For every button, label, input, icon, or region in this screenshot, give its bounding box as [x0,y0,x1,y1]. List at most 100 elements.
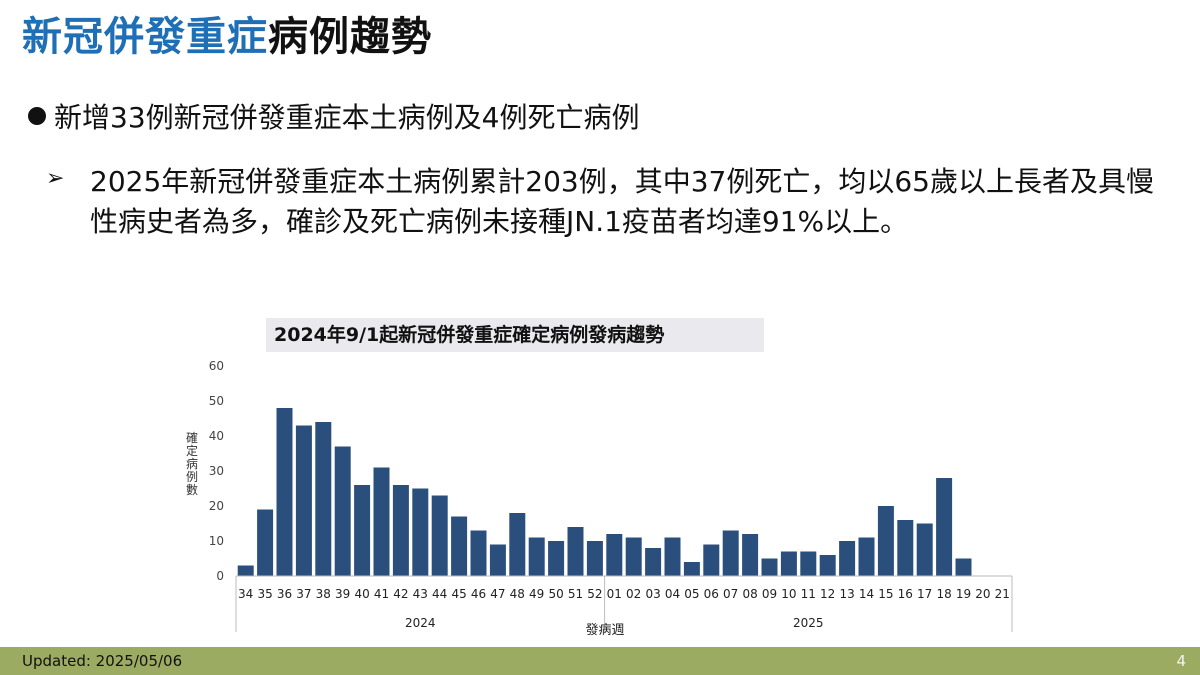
sub-bullet-text: 2025年新冠併發重症本土病例累計203例，其中37例死亡，均以65歲以上長者及… [90,165,1154,238]
x-tick-label: 46 [471,587,486,601]
x-tick-label: 35 [257,587,272,601]
footer-updated: Updated: 2025/05/06 [22,652,183,670]
x-tick-label: 12 [820,587,835,601]
bar [819,555,836,576]
x-tick-label: 06 [704,587,719,601]
y-tick-label: 0 [216,569,224,583]
bar [839,541,856,576]
x-tick-label: 45 [451,587,466,601]
chart-title: 2024年9/1起新冠併發重症確定病例發病趨勢 [266,318,764,352]
bar [489,544,506,576]
bar [509,513,526,576]
bar [586,541,603,576]
bar [742,534,759,576]
bar [548,541,565,576]
bar [567,527,584,576]
x-tick-label: 40 [354,587,369,601]
footer-bar: Updated: 2025/05/06 4 [0,647,1200,675]
bar [800,551,817,576]
y-tick-label: 40 [209,429,224,443]
x-tick-label: 36 [277,587,292,601]
chart-ylabel-char: 確 [185,431,198,445]
bar [606,534,623,576]
x-tick-label: 21 [995,587,1010,601]
year-group-label: 2025 [793,616,824,630]
bar [373,467,390,576]
bar [761,558,778,576]
bullet-dot-icon [28,107,46,125]
x-tick-label: 42 [393,587,408,601]
chart-ylabel: 確定病例數 [184,432,200,497]
slide-title-highlight: 新冠併發重症 [22,14,268,60]
y-tick-label: 10 [209,534,224,548]
bar [664,537,681,576]
x-tick-label: 41 [374,587,389,601]
x-tick-label: 39 [335,587,350,601]
x-tick-label: 01 [607,587,622,601]
x-tick-label: 15 [878,587,893,601]
bar [858,537,875,576]
x-tick-label: 14 [859,587,874,601]
bar [237,565,254,576]
x-tick-label: 51 [568,587,583,601]
bar [877,506,894,576]
bar [916,523,933,576]
bar [780,551,797,576]
chart-ylabel-char: 病 [185,457,198,471]
y-tick-label: 50 [209,394,224,408]
x-tick-label: 48 [510,587,525,601]
bar [703,544,720,576]
x-tick-label: 03 [645,587,660,601]
x-tick-label: 34 [238,587,253,601]
year-group-label: 2024 [405,616,436,630]
y-tick-label: 30 [209,464,224,478]
bar [625,537,642,576]
x-tick-label: 47 [490,587,505,601]
x-tick-label: 44 [432,587,447,601]
x-tick-label: 16 [898,587,913,601]
x-tick-label: 37 [296,587,311,601]
x-tick-label: 11 [801,587,816,601]
x-tick-label: 07 [723,587,738,601]
y-tick-label: 60 [209,359,224,373]
chart-ylabel-char: 定 [185,444,198,458]
x-tick-label: 20 [975,587,990,601]
chart-ylabel-char: 數 [185,483,198,497]
x-tick-label: 08 [742,587,757,601]
bar [431,495,448,576]
x-tick-label: 43 [413,587,428,601]
chart-ylabel-char: 例 [185,470,198,484]
x-tick-label: 09 [762,587,777,601]
x-tick-label: 49 [529,587,544,601]
y-tick-label: 20 [209,499,224,513]
bar [315,422,332,576]
main-bullet-text: 新增33例新冠併發重症本土病例及4例死亡病例 [54,101,640,134]
x-tick-label: 19 [956,587,971,601]
x-tick-label: 52 [587,587,602,601]
chart-xlabel: 發病週 [585,623,624,638]
bar [645,548,662,576]
slide-title: 新冠併發重症病例趨勢 [22,4,432,62]
bar [392,485,409,576]
bar [683,562,700,576]
x-tick-label: 17 [917,587,932,601]
bar [412,488,429,576]
sub-bullet: ➢ 2025年新冠併發重症本土病例累計203例，其中37例死亡，均以65歲以上長… [46,162,1186,242]
bar [276,408,293,576]
x-tick-label: 02 [626,587,641,601]
bar [451,516,468,576]
bar [897,520,914,576]
bar [528,537,545,576]
x-tick-label: 50 [548,587,563,601]
x-tick-label: 13 [839,587,854,601]
bar [354,485,371,576]
bar [295,425,312,576]
x-tick-label: 05 [684,587,699,601]
bar [334,446,351,576]
x-tick-label: 18 [936,587,951,601]
arrow-bullet-icon: ➢ [46,166,65,191]
bar [722,530,739,576]
bar [470,530,487,576]
x-tick-label: 04 [665,587,680,601]
